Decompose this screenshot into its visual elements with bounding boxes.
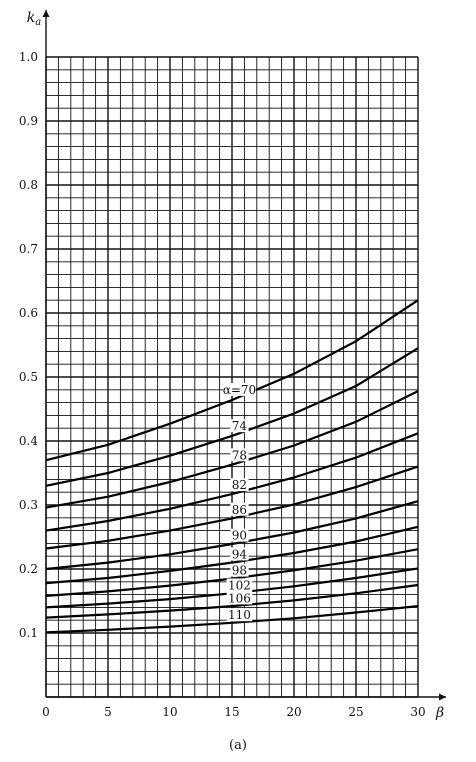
y-axis-label: ka bbox=[27, 10, 41, 28]
x-axis-arrow bbox=[439, 693, 446, 701]
series-line bbox=[45, 583, 419, 619]
series-label: 94 bbox=[232, 547, 248, 561]
series-label: 90 bbox=[232, 529, 247, 543]
y-tick-label: 0.4 bbox=[19, 434, 38, 448]
series-line bbox=[45, 525, 419, 585]
series-label: 86 bbox=[232, 503, 247, 517]
series-label-bg bbox=[223, 382, 256, 396]
y-tick-label: 0.8 bbox=[19, 178, 38, 192]
series-line bbox=[45, 390, 419, 509]
y-tick-label: 0.9 bbox=[19, 114, 38, 128]
series-label: 110 bbox=[228, 608, 251, 622]
y-tick-label: 0.3 bbox=[19, 498, 38, 512]
y-tick-label: 1.0 bbox=[19, 50, 38, 64]
y-tick-label: 0.7 bbox=[19, 242, 38, 256]
series-label-bg bbox=[230, 419, 249, 433]
series-line bbox=[45, 465, 419, 550]
series-label-bg bbox=[230, 448, 249, 462]
x-tick-label: 20 bbox=[286, 705, 301, 719]
x-tick-label: 15 bbox=[224, 705, 239, 719]
series-label-bg bbox=[230, 528, 249, 542]
y-tick-label: 0.1 bbox=[19, 626, 38, 640]
series-line bbox=[45, 605, 419, 634]
labels: 0 5 10 15 20 25 30 0.1 0.2 0.3 0.4 0.5 0.6 0.7 0.8 0.9 1… bbox=[19, 10, 444, 721]
series-label: 74 bbox=[232, 419, 248, 433]
series-label: 82 bbox=[232, 478, 247, 492]
series-label: 98 bbox=[232, 564, 247, 578]
series-label-bg bbox=[226, 591, 253, 605]
grid bbox=[45, 56, 419, 698]
series-label: α=70 bbox=[223, 383, 256, 397]
x-tick-label: 10 bbox=[162, 705, 177, 719]
series-label: 102 bbox=[228, 578, 251, 592]
series-line bbox=[45, 500, 419, 571]
series-line bbox=[45, 432, 419, 532]
series-label-bg bbox=[230, 563, 249, 577]
x-axis-label: β bbox=[435, 705, 444, 721]
y-tick-label: 0.2 bbox=[19, 562, 38, 576]
x-tick-label: 0 bbox=[42, 705, 50, 719]
series-line bbox=[45, 299, 419, 462]
series-label: 78 bbox=[232, 448, 247, 462]
figure-caption: (a) bbox=[229, 738, 247, 753]
y-tick-label: 0.6 bbox=[19, 306, 38, 320]
y-tick-label: 0.5 bbox=[19, 370, 38, 384]
x-tick-label: 5 bbox=[104, 705, 112, 719]
series-line bbox=[45, 347, 419, 487]
series-label: 106 bbox=[228, 591, 251, 605]
series-label-bg bbox=[230, 502, 249, 516]
series-label-bg bbox=[230, 547, 249, 561]
x-tick-label: 25 bbox=[348, 705, 363, 719]
series-label-bg bbox=[230, 478, 249, 492]
series-label-bg bbox=[226, 578, 253, 592]
y-axis-arrow bbox=[42, 10, 50, 17]
series-label-bg bbox=[226, 608, 253, 622]
x-tick-label: 30 bbox=[410, 705, 425, 719]
